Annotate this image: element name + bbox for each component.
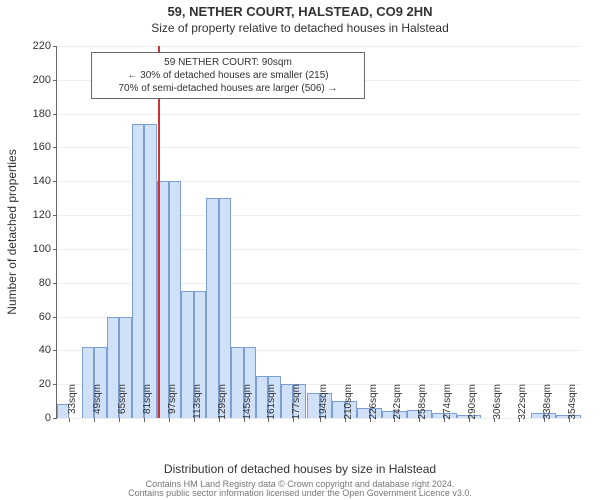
footer-line-2: Contains public sector information licen… (0, 489, 600, 498)
histogram-bar (169, 181, 181, 418)
xtick-label: 65sqm (117, 384, 128, 424)
annotation-line: ← 30% of detached houses are smaller (21… (98, 69, 358, 82)
xtick-label: 210sqm (343, 384, 354, 424)
xtick-label: 49sqm (92, 384, 103, 424)
xtick-label: 33sqm (67, 384, 78, 424)
y-axis-label: Number of detached properties (5, 149, 19, 314)
chart-container: 59, NETHER COURT, HALSTEAD, CO9 2HN Size… (0, 0, 600, 500)
xtick-label: 161sqm (266, 384, 277, 424)
ytick-label: 180 (33, 108, 57, 120)
ytick-label: 120 (33, 209, 57, 221)
annotation-line: 59 NETHER COURT: 90sqm (98, 56, 358, 69)
xtick-label: 306sqm (492, 384, 503, 424)
annotation-box: 59 NETHER COURT: 90sqm← 30% of detached … (91, 52, 365, 99)
xtick-label: 194sqm (318, 384, 329, 424)
xtick-label: 274sqm (442, 384, 453, 424)
chart-footer: Contains HM Land Registry data © Crown c… (0, 480, 600, 498)
ytick-label: 60 (39, 311, 57, 323)
ytick-label: 40 (39, 344, 57, 356)
xtick-label: 226sqm (368, 384, 379, 424)
ytick-label: 100 (33, 243, 57, 255)
histogram-bar (144, 124, 156, 418)
xtick-label: 129sqm (217, 384, 228, 424)
x-axis-label: Distribution of detached houses by size … (0, 462, 600, 476)
chart-title-main: 59, NETHER COURT, HALSTEAD, CO9 2HN (0, 0, 600, 19)
xtick-label: 97sqm (167, 384, 178, 424)
xtick-label: 322sqm (517, 384, 528, 424)
gridline (57, 114, 581, 115)
chart-title-sub: Size of property relative to detached ho… (0, 19, 600, 35)
xtick-label: 338sqm (542, 384, 553, 424)
xtick-label: 258sqm (417, 384, 428, 424)
xtick-label: 113sqm (192, 384, 203, 424)
xtick-label: 177sqm (291, 384, 302, 424)
xtick-label: 145sqm (242, 384, 253, 424)
gridline (57, 46, 581, 47)
xtick-label: 242sqm (392, 384, 403, 424)
xtick-label: 81sqm (142, 384, 153, 424)
ytick-label: 0 (45, 412, 57, 424)
xtick-label: 354sqm (567, 384, 578, 424)
ytick-label: 20 (39, 378, 57, 390)
ytick-label: 200 (33, 74, 57, 86)
ytick-label: 160 (33, 141, 57, 153)
ytick-label: 140 (33, 175, 57, 187)
annotation-line: 70% of semi-detached houses are larger (… (98, 82, 358, 95)
ytick-label: 80 (39, 277, 57, 289)
ytick-label: 220 (33, 40, 57, 52)
xtick-label: 290sqm (467, 384, 478, 424)
histogram-bar (132, 124, 144, 418)
plot-area: 02040608010012014016018020022033sqm49sqm… (56, 46, 581, 419)
marker-line (158, 46, 160, 418)
